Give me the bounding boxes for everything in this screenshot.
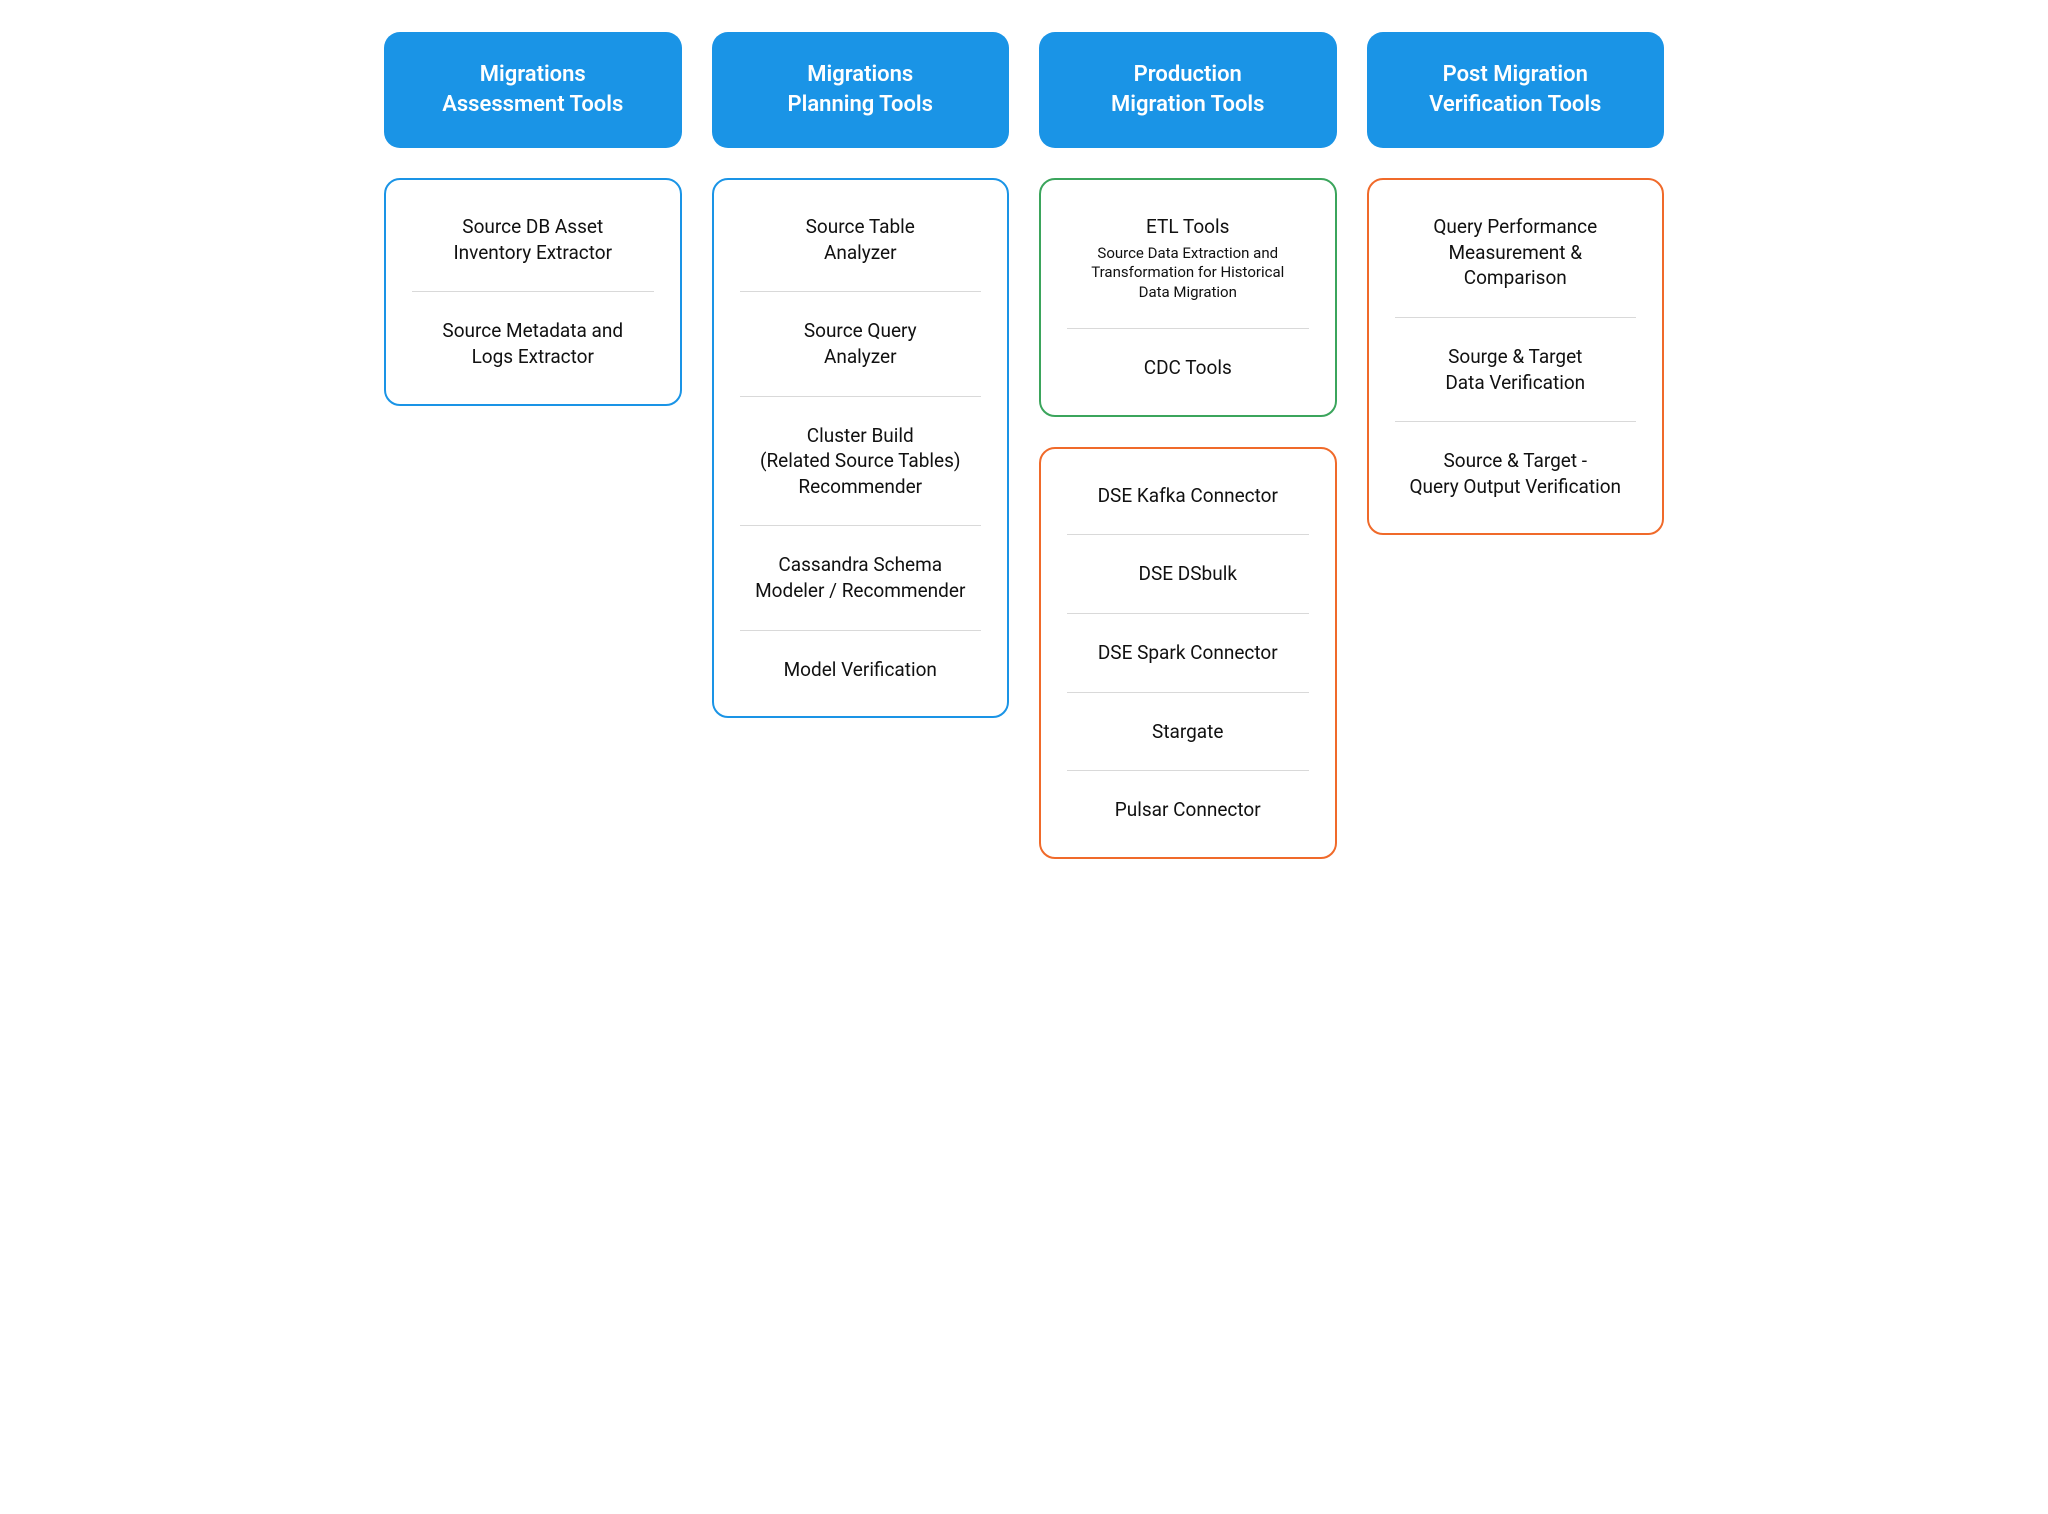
item-title: DSE Kafka Connector	[1067, 483, 1309, 509]
item-title: Pulsar Connector	[1067, 797, 1309, 823]
item-title: ETL Tools	[1067, 214, 1309, 240]
item-title: Query Performance Measurement & Comparis…	[1395, 214, 1637, 291]
item-title: Cassandra Schema Modeler / Recommender	[740, 552, 982, 603]
item-title: Cluster Build (Related Source Tables) Re…	[740, 423, 982, 500]
card-item: Source DB Asset Inventory Extractor	[406, 188, 660, 291]
header-label: Post Migration Verification Tools	[1429, 60, 1601, 119]
column-post: Post Migration Verification Tools Query …	[1367, 32, 1665, 535]
card-group-production-1: DSE Kafka Connector DSE DSbulk DSE Spark…	[1039, 447, 1337, 859]
header-post: Post Migration Verification Tools	[1367, 32, 1665, 148]
card-item: ETL Tools Source Data Extraction and Tra…	[1061, 188, 1315, 328]
item-title: Source Metadata and Logs Extractor	[412, 318, 654, 369]
card-item: CDC Tools	[1061, 329, 1315, 407]
header-assessment: Migrations Assessment Tools	[384, 32, 682, 148]
header-label: Migrations Planning Tools	[788, 60, 933, 119]
card-group-production-0: ETL Tools Source Data Extraction and Tra…	[1039, 178, 1337, 417]
card-item: Query Performance Measurement & Comparis…	[1389, 188, 1643, 317]
item-title: CDC Tools	[1067, 355, 1309, 381]
item-title: Source Table Analyzer	[740, 214, 982, 265]
card-group-assessment-0: Source DB Asset Inventory Extractor Sour…	[384, 178, 682, 406]
item-title: Source Query Analyzer	[740, 318, 982, 369]
item-title: Model Verification	[740, 657, 982, 683]
card-item: DSE DSbulk	[1061, 535, 1315, 613]
card-item: Stargate	[1061, 693, 1315, 771]
header-production: Production Migration Tools	[1039, 32, 1337, 148]
card-item: Pulsar Connector	[1061, 771, 1315, 849]
item-title: DSE DSbulk	[1067, 561, 1309, 587]
item-title: DSE Spark Connector	[1067, 640, 1309, 666]
card-item: Source Metadata and Logs Extractor	[406, 292, 660, 395]
card-item: Cassandra Schema Modeler / Recommender	[734, 526, 988, 629]
card-item: DSE Kafka Connector	[1061, 457, 1315, 535]
card-group-planning-0: Source Table Analyzer Source Query Analy…	[712, 178, 1010, 718]
item-title: Source DB Asset Inventory Extractor	[412, 214, 654, 265]
column-assessment: Migrations Assessment Tools Source DB As…	[384, 32, 682, 406]
item-title: Stargate	[1067, 719, 1309, 745]
header-label: Migrations Assessment Tools	[442, 60, 623, 119]
diagram-container: Migrations Assessment Tools Source DB As…	[384, 32, 1664, 859]
card-item: Sourge & Target Data Verification	[1389, 318, 1643, 421]
card-item: DSE Spark Connector	[1061, 614, 1315, 692]
column-planning: Migrations Planning Tools Source Table A…	[712, 32, 1010, 718]
item-subtitle: Source Data Extraction and Transformatio…	[1067, 244, 1309, 303]
header-label: Production Migration Tools	[1111, 60, 1264, 119]
item-title: Source & Target - Query Output Verificat…	[1395, 448, 1637, 499]
column-production: Production Migration Tools ETL Tools Sou…	[1039, 32, 1337, 859]
card-group-post-0: Query Performance Measurement & Comparis…	[1367, 178, 1665, 535]
header-planning: Migrations Planning Tools	[712, 32, 1010, 148]
card-item: Source & Target - Query Output Verificat…	[1389, 422, 1643, 525]
card-item: Source Query Analyzer	[734, 292, 988, 395]
card-item: Model Verification	[734, 631, 988, 709]
item-title: Sourge & Target Data Verification	[1395, 344, 1637, 395]
card-item: Cluster Build (Related Source Tables) Re…	[734, 397, 988, 526]
card-item: Source Table Analyzer	[734, 188, 988, 291]
